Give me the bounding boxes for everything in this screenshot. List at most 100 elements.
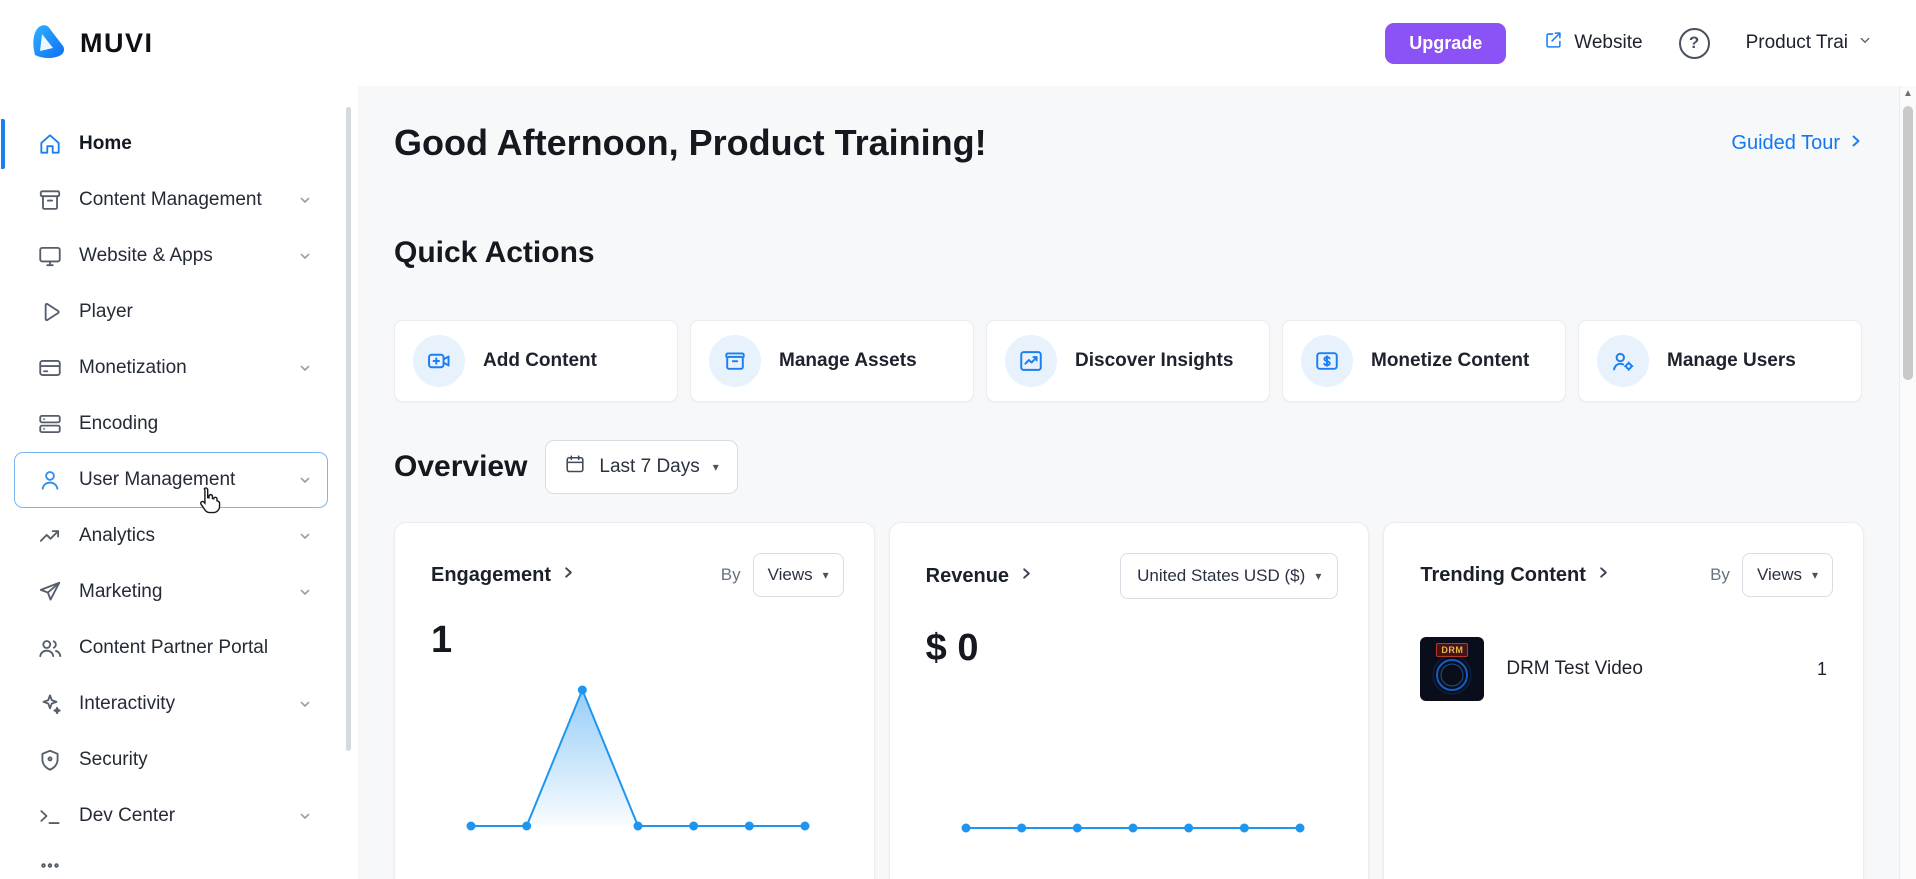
trending-metric-value: Views bbox=[1756, 565, 1802, 584]
discover-insights-card[interactable]: Discover Insights bbox=[986, 320, 1270, 402]
send-icon bbox=[37, 579, 63, 605]
calendar-icon bbox=[564, 453, 586, 481]
shield-icon bbox=[37, 747, 63, 773]
sidebar-item-encoding[interactable]: Encoding bbox=[14, 396, 328, 452]
caret-down-icon: ▾ bbox=[1315, 569, 1322, 583]
sidebar-item-dev-center[interactable]: Dev Center bbox=[14, 788, 328, 844]
sidebar-item-label: Player bbox=[79, 301, 133, 322]
trending-list-item[interactable]: DRM DRM Test Video 1 bbox=[1420, 637, 1833, 701]
sidebar-item-website-apps[interactable]: Website & Apps bbox=[14, 228, 328, 284]
terminal-icon bbox=[37, 803, 63, 829]
sidebar-item-content-partner-portal[interactable]: Content Partner Portal bbox=[14, 620, 328, 676]
account-menu[interactable]: Product Trai bbox=[1746, 31, 1874, 55]
add-content-card[interactable]: Add Content bbox=[394, 320, 678, 402]
quick-action-label: Discover Insights bbox=[1075, 350, 1234, 371]
quick-action-label: Manage Assets bbox=[779, 350, 917, 371]
revenue-chart bbox=[961, 823, 1305, 833]
top-bar: MUVI Upgrade Website ? Product Trai bbox=[0, 0, 1916, 86]
chevron-down-icon bbox=[297, 696, 313, 712]
sidebar-item-analytics[interactable]: Analytics bbox=[14, 508, 328, 564]
engagement-title: Engagement bbox=[431, 563, 552, 586]
website-label: Website bbox=[1574, 32, 1643, 53]
sidebar: Home Content Management Website & Apps bbox=[0, 86, 358, 879]
page-scrollbar-thumb[interactable] bbox=[1903, 106, 1913, 380]
monitor-icon bbox=[37, 243, 63, 269]
sidebar-item-label: Marketing bbox=[79, 581, 163, 602]
trending-item-title: DRM Test Video bbox=[1506, 658, 1643, 679]
muvi-logo-icon bbox=[28, 21, 70, 66]
sidebar-item-label: Dev Center bbox=[79, 805, 176, 826]
by-label: By bbox=[1710, 565, 1730, 584]
sidebar-scrollbar-thumb[interactable] bbox=[346, 107, 351, 751]
scroll-up-arrow[interactable]: ▲ bbox=[1903, 88, 1913, 99]
chevron-down-icon bbox=[297, 248, 313, 264]
sidebar-item-marketing[interactable]: Marketing bbox=[14, 564, 328, 620]
currency-dropdown[interactable]: United States USD ($) ▾ bbox=[1120, 553, 1339, 599]
chevron-down-icon bbox=[297, 472, 313, 488]
caret-down-icon: ▾ bbox=[1811, 568, 1819, 582]
date-range-dropdown[interactable]: Last 7 Days ▾ bbox=[545, 440, 738, 494]
engagement-metric-dropdown[interactable]: Views ▾ bbox=[752, 553, 844, 597]
revenue-title-link[interactable]: Revenue bbox=[926, 565, 1034, 588]
trending-metric-dropdown[interactable]: Views ▾ bbox=[1741, 553, 1834, 597]
engagement-title-link[interactable]: Engagement bbox=[431, 564, 576, 587]
website-link[interactable]: Website bbox=[1542, 29, 1643, 57]
page-scrollbar[interactable]: ▲ bbox=[1899, 86, 1916, 879]
chevron-right-icon bbox=[561, 565, 576, 585]
quick-actions-title: Quick Actions bbox=[394, 236, 595, 269]
sidebar-item-partial[interactable] bbox=[14, 844, 328, 879]
quick-action-label: Manage Users bbox=[1667, 350, 1796, 371]
chevron-down-icon bbox=[297, 192, 313, 208]
date-range-value: Last 7 Days bbox=[599, 456, 700, 477]
chevron-right-icon bbox=[1596, 565, 1611, 585]
caret-down-icon: ▾ bbox=[712, 460, 719, 474]
sidebar-item-interactivity[interactable]: Interactivity bbox=[14, 676, 328, 732]
sidebar-item-label: Security bbox=[79, 749, 148, 770]
main-content: Good Afternoon, Product Training! Guided… bbox=[358, 86, 1916, 879]
sidebar-item-label: User Management bbox=[79, 469, 236, 490]
sidebar-item-content-management[interactable]: Content Management bbox=[14, 172, 328, 228]
help-button[interactable]: ? bbox=[1678, 27, 1710, 59]
help-label: ? bbox=[1688, 33, 1700, 52]
guided-tour-link[interactable]: Guided Tour bbox=[1731, 132, 1864, 155]
sidebar-item-label: Analytics bbox=[79, 525, 156, 546]
logo-text: MUVI bbox=[80, 27, 154, 58]
monetize-content-card[interactable]: Monetize Content bbox=[1282, 320, 1566, 402]
sidebar-item-label: Website & Apps bbox=[79, 245, 213, 266]
sidebar-item-security[interactable]: Security bbox=[14, 732, 328, 788]
sidebar-item-label: Encoding bbox=[79, 413, 159, 434]
revenue-total: $ 0 bbox=[925, 627, 979, 669]
overview-title: Overview bbox=[394, 450, 528, 483]
muvi-logo[interactable]: MUVI bbox=[28, 21, 154, 66]
card-icon bbox=[37, 355, 63, 381]
trending-title: Trending Content bbox=[1420, 563, 1586, 586]
account-label: Product Trai bbox=[1745, 32, 1848, 53]
manage-users-card[interactable]: Manage Users bbox=[1578, 320, 1862, 402]
archive-icon bbox=[37, 187, 63, 213]
sidebar-item-label: Content Management bbox=[79, 189, 262, 210]
upgrade-button[interactable]: Upgrade bbox=[1385, 22, 1507, 64]
manage-assets-card[interactable]: Manage Assets bbox=[690, 320, 974, 402]
chevron-right-icon bbox=[1019, 566, 1034, 586]
caret-down-icon: ▾ bbox=[822, 568, 829, 582]
chevron-down-icon bbox=[297, 808, 313, 824]
users-icon bbox=[37, 635, 63, 661]
sidebar-item-user-management[interactable]: User Management bbox=[14, 452, 328, 508]
overview-cards-row: Engagement By Views ▾ bbox=[394, 522, 1865, 879]
external-link-icon bbox=[1542, 29, 1564, 57]
quick-action-label: Monetize Content bbox=[1371, 350, 1530, 371]
dots-icon bbox=[37, 859, 63, 879]
sidebar-item-label: Monetization bbox=[79, 357, 187, 378]
user-icon bbox=[37, 467, 63, 493]
sidebar-item-player[interactable]: Player bbox=[14, 284, 328, 340]
sidebar-item-monetization[interactable]: Monetization bbox=[14, 340, 328, 396]
assets-icon bbox=[709, 335, 761, 387]
sidebar-item-home[interactable]: Home bbox=[1, 116, 328, 172]
trending-title-link[interactable]: Trending Content bbox=[1420, 564, 1611, 587]
manage-users-icon bbox=[1597, 335, 1649, 387]
monetize-icon bbox=[1301, 335, 1353, 387]
trending-item-count: 1 bbox=[1817, 658, 1828, 679]
trending-card: Trending Content By Views ▾ bbox=[1383, 522, 1865, 879]
sidebar-item-label: Interactivity bbox=[79, 693, 176, 714]
